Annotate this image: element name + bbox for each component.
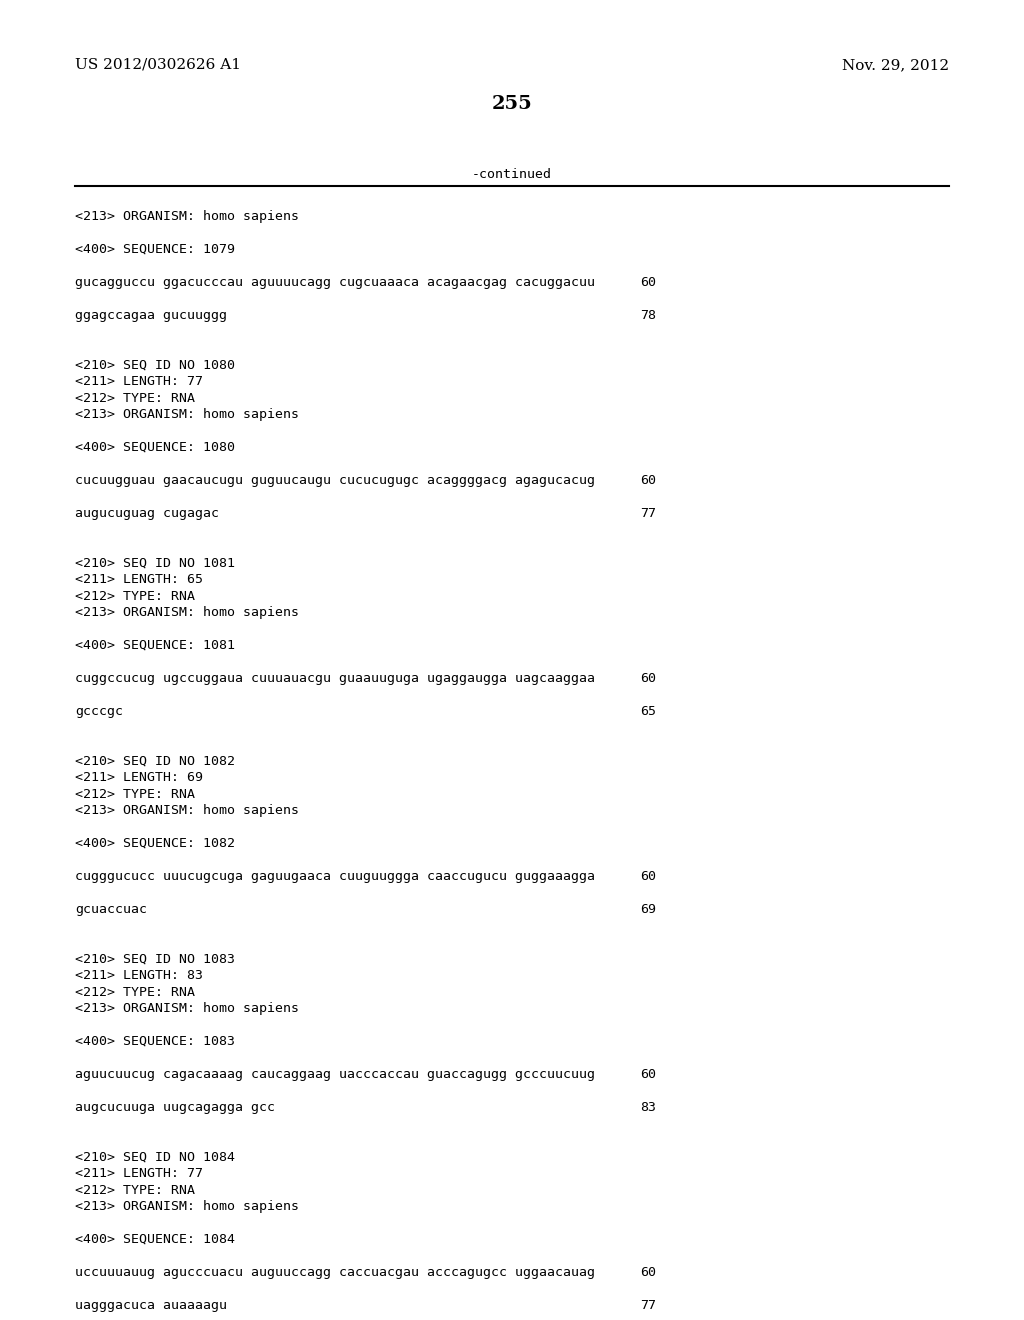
Text: aguucuucug cagacaaaag caucaggaag uacccaccau guaccagugg gcccuucuug: aguucuucug cagacaaaag caucaggaag uacccac… [75,1068,595,1081]
Text: <212> TYPE: RNA: <212> TYPE: RNA [75,590,195,602]
Text: <211> LENGTH: 69: <211> LENGTH: 69 [75,771,203,784]
Text: 255: 255 [492,95,532,114]
Text: <400> SEQUENCE: 1079: <400> SEQUENCE: 1079 [75,243,234,256]
Text: augcucuuga uugcagagga gcc: augcucuuga uugcagagga gcc [75,1101,275,1114]
Text: US 2012/0302626 A1: US 2012/0302626 A1 [75,58,241,73]
Text: ggagccagaa gucuuggg: ggagccagaa gucuuggg [75,309,227,322]
Text: gcuaccuac: gcuaccuac [75,903,147,916]
Text: cugggucucc uuucugcuga gaguugaaca cuuguuggga caaccugucu guggaaagga: cugggucucc uuucugcuga gaguugaaca cuuguug… [75,870,595,883]
Text: <213> ORGANISM: homo sapiens: <213> ORGANISM: homo sapiens [75,1200,299,1213]
Text: gcccgc: gcccgc [75,705,123,718]
Text: <213> ORGANISM: homo sapiens: <213> ORGANISM: homo sapiens [75,606,299,619]
Text: 69: 69 [640,903,656,916]
Text: <210> SEQ ID NO 1080: <210> SEQ ID NO 1080 [75,359,234,371]
Text: <400> SEQUENCE: 1080: <400> SEQUENCE: 1080 [75,441,234,454]
Text: 77: 77 [640,1299,656,1312]
Text: uagggacuca auaaaagu: uagggacuca auaaaagu [75,1299,227,1312]
Text: 60: 60 [640,672,656,685]
Text: 60: 60 [640,276,656,289]
Text: <210> SEQ ID NO 1081: <210> SEQ ID NO 1081 [75,557,234,569]
Text: uccuuuauug agucccuacu auguuccagg caccuacgau acccagugcc uggaacauag: uccuuuauug agucccuacu auguuccagg caccuac… [75,1266,595,1279]
Text: <210> SEQ ID NO 1082: <210> SEQ ID NO 1082 [75,755,234,767]
Text: 60: 60 [640,474,656,487]
Text: augucuguag cugagac: augucuguag cugagac [75,507,219,520]
Text: <210> SEQ ID NO 1083: <210> SEQ ID NO 1083 [75,953,234,965]
Text: <213> ORGANISM: homo sapiens: <213> ORGANISM: homo sapiens [75,210,299,223]
Text: cucuugguau gaacaucugu guguucaugu cucucugugc acaggggacg agagucacug: cucuugguau gaacaucugu guguucaugu cucucug… [75,474,595,487]
Text: <212> TYPE: RNA: <212> TYPE: RNA [75,1184,195,1196]
Text: <210> SEQ ID NO 1084: <210> SEQ ID NO 1084 [75,1151,234,1163]
Text: <212> TYPE: RNA: <212> TYPE: RNA [75,788,195,800]
Text: 60: 60 [640,1068,656,1081]
Text: -continued: -continued [472,168,552,181]
Text: <213> ORGANISM: homo sapiens: <213> ORGANISM: homo sapiens [75,804,299,817]
Text: cuggccucug ugccuggaua cuuuauacgu guaauuguga ugaggaugga uagcaaggaa: cuggccucug ugccuggaua cuuuauacgu guaauug… [75,672,595,685]
Text: <211> LENGTH: 77: <211> LENGTH: 77 [75,1167,203,1180]
Text: <212> TYPE: RNA: <212> TYPE: RNA [75,392,195,404]
Text: Nov. 29, 2012: Nov. 29, 2012 [842,58,949,73]
Text: <211> LENGTH: 83: <211> LENGTH: 83 [75,969,203,982]
Text: <212> TYPE: RNA: <212> TYPE: RNA [75,986,195,998]
Text: 78: 78 [640,309,656,322]
Text: <400> SEQUENCE: 1084: <400> SEQUENCE: 1084 [75,1233,234,1246]
Text: <211> LENGTH: 65: <211> LENGTH: 65 [75,573,203,586]
Text: 83: 83 [640,1101,656,1114]
Text: <400> SEQUENCE: 1083: <400> SEQUENCE: 1083 [75,1035,234,1048]
Text: <213> ORGANISM: homo sapiens: <213> ORGANISM: homo sapiens [75,408,299,421]
Text: <213> ORGANISM: homo sapiens: <213> ORGANISM: homo sapiens [75,1002,299,1015]
Text: 65: 65 [640,705,656,718]
Text: gucagguccu ggacucccau aguuuucagg cugcuaaaca acagaacgag cacuggacuu: gucagguccu ggacucccau aguuuucagg cugcuaa… [75,276,595,289]
Text: <400> SEQUENCE: 1081: <400> SEQUENCE: 1081 [75,639,234,652]
Text: 60: 60 [640,870,656,883]
Text: <400> SEQUENCE: 1082: <400> SEQUENCE: 1082 [75,837,234,850]
Text: 77: 77 [640,507,656,520]
Text: <211> LENGTH: 77: <211> LENGTH: 77 [75,375,203,388]
Text: 60: 60 [640,1266,656,1279]
